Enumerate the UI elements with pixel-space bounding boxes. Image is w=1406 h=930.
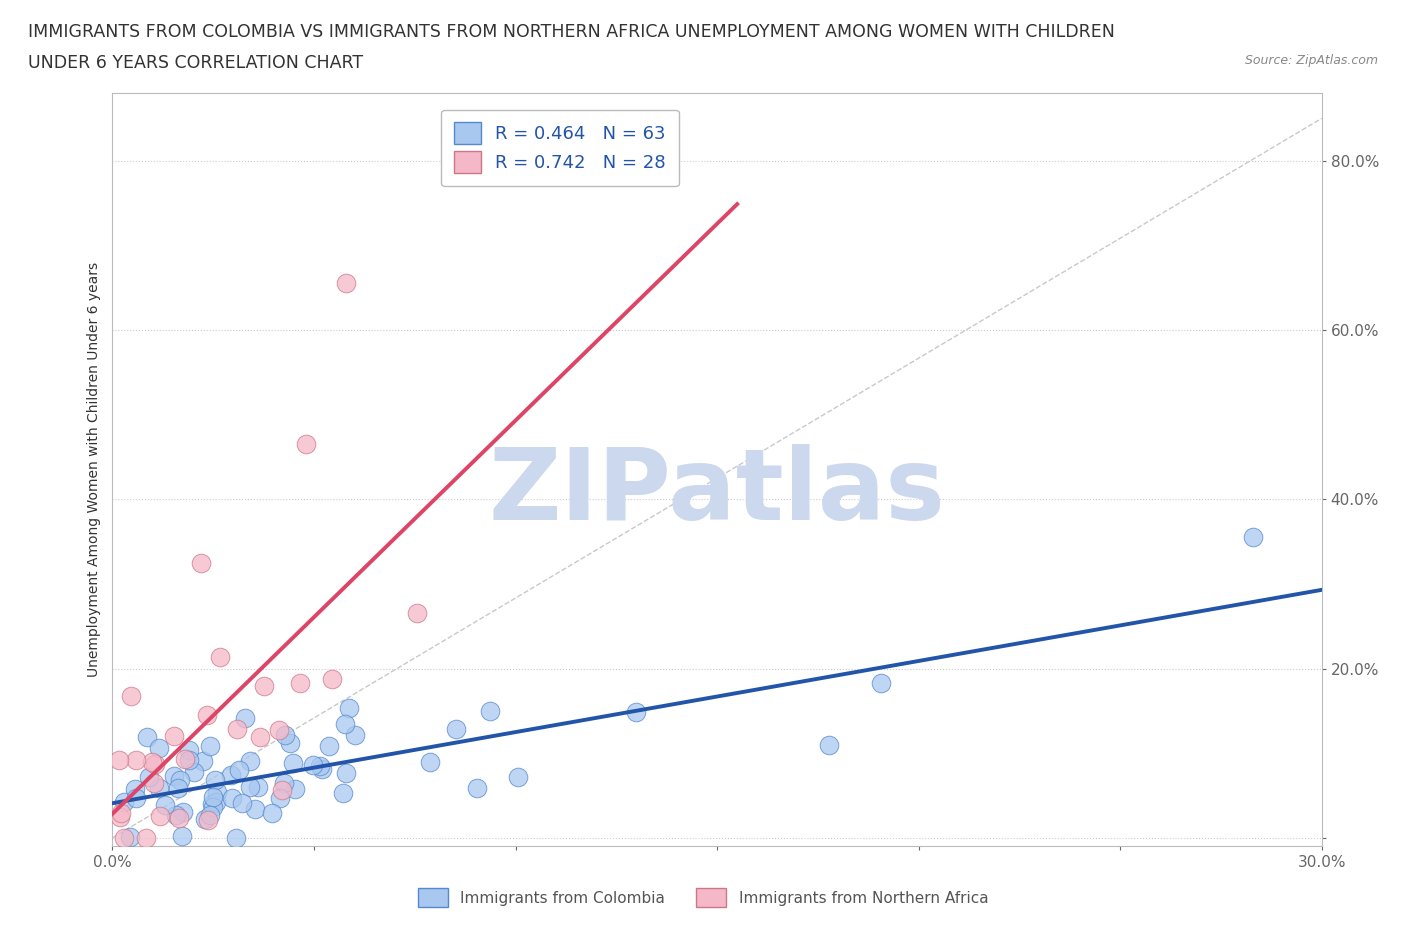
Point [118,830,141,844]
Point [508,769,530,784]
Point [228,763,250,777]
Point [198,808,221,823]
Point [405,605,427,620]
Text: IMMIGRANTS FROM COLOMBIA VS IMMIGRANTS FROM NORTHERN AFRICA UNEMPLOYMENT AMONG W: IMMIGRANTS FROM COLOMBIA VS IMMIGRANTS F… [28,23,1115,41]
Point [138,769,160,784]
Point [169,773,191,788]
Point [190,555,212,570]
Point [149,808,172,823]
Point [479,703,502,718]
Point [273,776,295,790]
Point [253,679,276,694]
Point [125,752,148,767]
Point [467,781,489,796]
Point [284,782,307,797]
Point [870,676,893,691]
Point [141,754,163,769]
Point [302,757,325,772]
Point [262,805,284,820]
Point [335,276,357,291]
Point [419,754,441,769]
Point [283,756,305,771]
Point [288,676,311,691]
Point [177,743,200,758]
Text: ZIPatlas: ZIPatlas [489,444,945,540]
Point [321,671,343,686]
Point [197,813,219,828]
Point [221,790,243,805]
Point [183,765,205,780]
Point [110,805,132,820]
Point [177,753,200,768]
Point [278,736,301,751]
Point [318,738,340,753]
Point [202,790,225,804]
Point [112,795,135,810]
Point [136,730,159,745]
Point [163,729,186,744]
Point [195,708,218,723]
Point [246,779,269,794]
Point [202,800,225,815]
Point [170,828,193,843]
Point [108,810,131,825]
Point [120,688,142,703]
Point [249,729,271,744]
Point [337,700,360,715]
Point [309,758,332,773]
Point [444,722,467,737]
Point [107,752,129,767]
Point [162,768,184,783]
Point [201,797,224,812]
Point [193,812,215,827]
Point [231,795,253,810]
Point [172,805,194,820]
Point [204,773,226,788]
Point [208,650,231,665]
Point [295,437,318,452]
Point [204,794,226,809]
Point [311,762,333,777]
Point [624,704,647,719]
Point [344,728,367,743]
Point [200,738,222,753]
Point [167,780,190,795]
Point [205,785,228,800]
Point [153,797,176,812]
Point [167,810,190,825]
Point [332,786,354,801]
Point [112,830,135,845]
Legend: R = 0.464   N = 63, R = 0.742   N = 28: R = 0.464 N = 63, R = 0.742 N = 28 [441,110,679,186]
Point [124,781,146,796]
Point [235,711,257,725]
Point [273,727,295,742]
Point [143,757,166,772]
Point [239,779,262,794]
Point [148,780,170,795]
Point [335,765,357,780]
Legend: Immigrants from Colombia, Immigrants from Northern Africa: Immigrants from Colombia, Immigrants fro… [412,883,994,913]
Point [143,776,166,790]
Point [165,807,187,822]
Point [221,767,243,782]
Point [125,790,148,805]
Point [269,791,291,806]
Point [191,753,214,768]
Point [174,752,197,767]
Point [267,723,290,737]
Point [148,741,170,756]
Text: Source: ZipAtlas.com: Source: ZipAtlas.com [1244,54,1378,67]
Point [245,802,267,817]
Point [1241,530,1264,545]
Point [271,782,294,797]
Y-axis label: Unemployment Among Women with Children Under 6 years: Unemployment Among Women with Children U… [87,262,101,677]
Point [333,716,356,731]
Point [135,830,157,845]
Point [225,830,247,845]
Point [225,722,247,737]
Text: UNDER 6 YEARS CORRELATION CHART: UNDER 6 YEARS CORRELATION CHART [28,54,363,72]
Point [818,737,841,752]
Point [239,753,262,768]
